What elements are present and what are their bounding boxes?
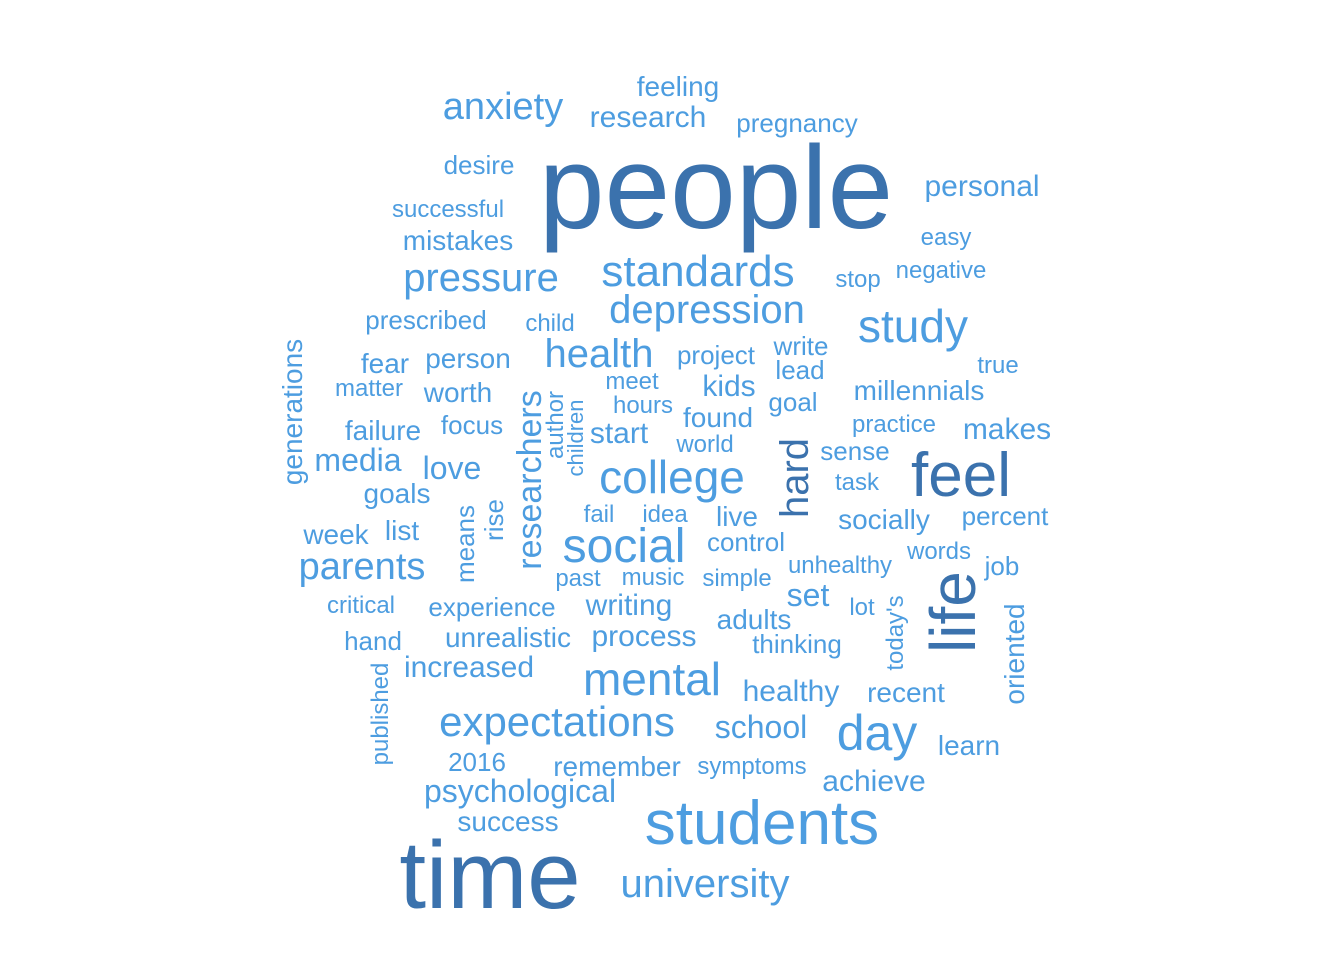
word: children xyxy=(563,399,588,477)
word: music xyxy=(621,564,685,591)
word: expectations xyxy=(439,698,675,745)
word: set xyxy=(786,577,830,613)
word: successful xyxy=(391,196,505,223)
word: pressure xyxy=(403,256,559,300)
word: day xyxy=(836,705,918,761)
word: social xyxy=(562,520,686,573)
word: students xyxy=(644,789,880,858)
word: thinking xyxy=(752,629,842,659)
word: remember xyxy=(553,751,681,782)
word: published xyxy=(367,662,394,766)
word: people xyxy=(538,122,894,254)
word: matter xyxy=(334,375,404,402)
word: job xyxy=(984,551,1020,581)
word: focus xyxy=(440,410,504,440)
word: study xyxy=(858,300,968,352)
word: school xyxy=(714,709,808,745)
word: healthy xyxy=(742,675,840,708)
word: recent xyxy=(867,677,945,708)
word: adults xyxy=(716,604,792,635)
word: lot xyxy=(849,594,875,621)
word: child xyxy=(525,310,575,337)
word: project xyxy=(676,340,756,370)
word: makes xyxy=(962,413,1052,446)
word: 2016 xyxy=(448,747,506,777)
word: learn xyxy=(937,730,1001,761)
word: health xyxy=(544,332,654,376)
word: simple xyxy=(702,565,772,592)
word: socially xyxy=(838,504,930,535)
word: critical xyxy=(326,592,396,619)
word: desire xyxy=(443,150,515,180)
word: found xyxy=(682,402,754,433)
word: millennials xyxy=(853,375,985,406)
word: prescribed xyxy=(365,305,487,335)
word: mental xyxy=(582,653,722,705)
word: personal xyxy=(924,170,1040,203)
word: standards xyxy=(601,247,795,296)
word: week xyxy=(303,519,369,550)
word: process xyxy=(591,620,697,653)
word: live xyxy=(715,501,759,532)
word: start xyxy=(589,417,649,450)
word: lead xyxy=(775,355,825,385)
word: goal xyxy=(768,387,818,417)
word: depression xyxy=(609,288,805,332)
word: psychological xyxy=(423,773,617,809)
word: feeling xyxy=(636,71,720,102)
word: world xyxy=(676,431,734,458)
word: generations xyxy=(277,338,308,486)
word: goals xyxy=(363,478,431,509)
word: kids xyxy=(702,370,756,403)
word: negative xyxy=(895,257,987,284)
word: achieve xyxy=(822,765,926,798)
word: college xyxy=(599,451,745,503)
word: means xyxy=(450,504,480,584)
word: success xyxy=(457,806,559,837)
word: parents xyxy=(298,546,426,588)
word: percent xyxy=(961,501,1049,531)
word: hard xyxy=(773,437,817,519)
word: mistakes xyxy=(402,225,514,256)
word: true xyxy=(977,352,1019,379)
word: control xyxy=(706,527,786,557)
word: media xyxy=(314,442,402,478)
word: write xyxy=(773,331,829,361)
word: research xyxy=(589,101,707,134)
word: university xyxy=(620,862,790,906)
word: sense xyxy=(820,436,890,466)
word: failure xyxy=(344,415,422,446)
word: practice xyxy=(851,411,937,438)
word: words xyxy=(906,538,972,565)
word: experience xyxy=(428,592,556,622)
word: task xyxy=(834,469,880,496)
word: increased xyxy=(403,651,535,684)
word: meet xyxy=(605,368,659,395)
word: fail xyxy=(583,501,615,528)
word: unhealthy xyxy=(787,552,893,579)
word: past xyxy=(555,565,601,592)
word: pregnancy xyxy=(736,108,858,138)
word: today's xyxy=(882,595,909,671)
word: writing xyxy=(585,589,673,622)
word: hand xyxy=(344,626,402,656)
word: person xyxy=(425,343,511,374)
word: stop xyxy=(835,266,881,293)
word: love xyxy=(422,450,482,486)
word: time xyxy=(399,822,581,929)
word: list xyxy=(384,515,420,546)
word: feel xyxy=(911,441,1011,510)
word: idea xyxy=(642,501,688,528)
word: rise xyxy=(479,499,509,541)
word: anxiety xyxy=(442,86,564,128)
word: hours xyxy=(612,392,674,419)
word: fear xyxy=(360,348,410,379)
word: unrealistic xyxy=(444,622,572,653)
word: worth xyxy=(423,377,493,408)
word: oriented xyxy=(999,603,1030,705)
word: easy xyxy=(920,224,972,251)
word: life xyxy=(917,571,989,653)
word: symptoms xyxy=(697,753,807,780)
